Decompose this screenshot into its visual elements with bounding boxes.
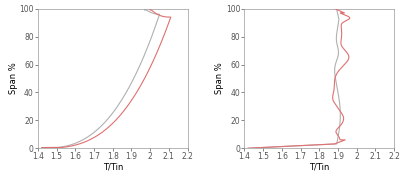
Y-axis label: Span %: Span % xyxy=(9,63,18,94)
X-axis label: T/Tin: T/Tin xyxy=(103,163,123,172)
Y-axis label: Span %: Span % xyxy=(215,63,224,94)
X-axis label: T/Tin: T/Tin xyxy=(309,163,329,172)
